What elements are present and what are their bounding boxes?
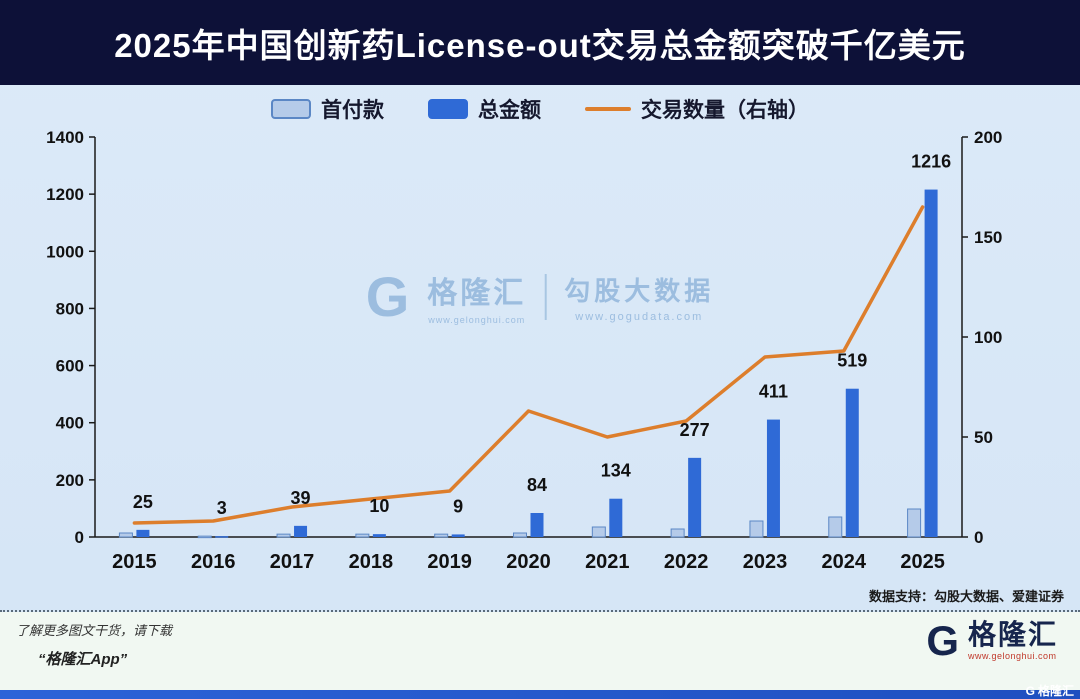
bar-total <box>688 457 702 537</box>
footer-app-name: “格隆汇App” <box>38 651 128 668</box>
bar-upfront <box>276 533 291 538</box>
page-title: 2025年中国创新药License-out交易总金额突破千亿美元 <box>114 26 966 64</box>
x-axis-year-label: 2018 <box>349 551 394 573</box>
title-bar: 2025年中国创新药License-out交易总金额突破千亿美元 <box>0 0 1080 85</box>
bar-value-label: 39 <box>291 488 311 508</box>
bottom-blue-strip <box>0 690 1080 699</box>
footer-brand-url: www.gelonghui.com <box>967 651 1057 661</box>
bar-value-label: 1216 <box>911 152 951 172</box>
chart-svg: 0 200 400 600 800 1000 1200 1400 0 50 100 150 200 25 3… <box>46 128 1002 573</box>
data-support-note: 数据支持：勾股大数据、爱建证券 <box>868 589 1064 604</box>
gelonghui-g-logo-icon: G <box>926 617 959 664</box>
bar-upfront <box>118 532 133 538</box>
bar-upfront <box>434 533 449 538</box>
watermark-right-title: 勾股大数据 <box>564 275 715 306</box>
upfront-swatch-icon <box>271 99 311 119</box>
left-tick-label: 1400 <box>46 128 84 147</box>
bar-total <box>845 388 859 537</box>
left-tick-label: 1000 <box>46 242 84 261</box>
footer-promo-line: 了解更多图文干货，请下载 <box>16 623 173 638</box>
legend-item-count: 交易数量（右轴） <box>585 94 809 124</box>
left-tick-label: 1200 <box>46 185 84 204</box>
watermark-brand: 格隆汇 <box>427 277 527 310</box>
x-axis-year-label: 2022 <box>664 551 709 573</box>
right-tick-label: 0 <box>974 528 983 547</box>
bar-value-label: 3 <box>217 498 227 518</box>
bar-total <box>766 419 780 537</box>
watermark: G 格隆汇 www.gelonghui.com 勾股大数据 www.goguda… <box>366 268 715 325</box>
corner-logo: G 格隆汇 <box>1026 682 1074 699</box>
x-axis-year-label: 2021 <box>585 551 630 573</box>
legend-label-upfront: 首付款 <box>321 99 384 122</box>
x-axis-year-label: 2017 <box>270 551 315 573</box>
legend-item-upfront: 首付款 <box>271 94 384 124</box>
count-line <box>132 205 925 525</box>
watermark-right-block: 勾股大数据 www.gogudata.com <box>564 271 714 323</box>
corner-g-logo-icon: G <box>1025 683 1035 698</box>
bar-total <box>136 529 150 537</box>
bar-upfront <box>591 526 606 538</box>
watermark-brand-url: www.gelonghui.com <box>428 315 526 325</box>
right-tick-label: 50 <box>974 428 993 447</box>
left-tick-label: 400 <box>56 414 84 433</box>
total-swatch-icon <box>428 99 468 119</box>
bar-upfront <box>513 532 527 538</box>
right-tick-label: 150 <box>974 228 1002 247</box>
watermark-brand-block: 格隆汇 www.gelonghui.com <box>427 268 526 325</box>
count-line-swatch-icon <box>585 107 631 111</box>
bar-upfront <box>907 508 922 538</box>
bar-value-label: 134 <box>601 461 631 481</box>
chart-legend: 首付款 总金额 交易数量（右轴） <box>0 94 1080 124</box>
x-axis-year-label: 2020 <box>506 551 551 573</box>
watermark-g-logo-icon: G <box>365 264 410 328</box>
bar-total <box>215 536 229 538</box>
x-axis-year-label: 2023 <box>743 551 788 573</box>
bar-upfront <box>355 533 370 538</box>
right-tick-label: 200 <box>974 128 1002 147</box>
bar-value-label: 411 <box>759 382 788 402</box>
watermark-divider <box>544 273 547 320</box>
bar-value-label: 25 <box>133 492 153 512</box>
corner-logo-brand: 格隆汇 <box>1037 684 1074 698</box>
x-axis-year-label: 2019 <box>427 551 472 573</box>
legend-item-total: 总金额 <box>428 94 541 124</box>
bar-total <box>294 525 308 537</box>
bar-value-label: 84 <box>527 475 547 495</box>
x-axis-year-label: 2015 <box>112 551 157 573</box>
bar-upfront <box>828 516 843 538</box>
watermark-right-url: www.gogudata.com <box>575 310 704 323</box>
bar-total <box>530 513 544 537</box>
x-axis-year-label: 2024 <box>822 551 867 573</box>
legend-label-total: 总金额 <box>478 99 541 122</box>
right-tick-label: 100 <box>974 328 1002 347</box>
footer-brand-name: 格隆汇 <box>967 619 1058 650</box>
x-axis-year-label: 2016 <box>191 551 236 573</box>
bar-value-label: 9 <box>453 496 463 516</box>
x-axis-year-label: 2025 <box>900 551 945 573</box>
left-tick-label: 200 <box>56 471 84 490</box>
footer: 了解更多图文干货，请下载 “格隆汇App” G 格隆汇 www.gelonghu… <box>0 612 1080 690</box>
bar-total <box>372 534 386 537</box>
bar-total <box>924 189 938 538</box>
bar-upfront <box>749 520 764 538</box>
bar-value-label: 10 <box>369 496 389 516</box>
dotted-divider <box>0 610 1080 612</box>
footer-brand-block: 格隆汇 www.gelonghui.com <box>967 619 1058 662</box>
bar-upfront <box>197 535 212 539</box>
legend-label-count: 交易数量（右轴） <box>641 99 809 122</box>
left-tick-label: 0 <box>75 528 84 547</box>
footer-brand-logo: G 格隆汇 www.gelonghui.com <box>926 620 1058 662</box>
left-tick-label: 800 <box>56 299 84 318</box>
bar-value-label: 519 <box>837 351 867 371</box>
bar-upfront <box>670 528 685 538</box>
bar-value-label: 277 <box>680 420 710 440</box>
bar-total <box>609 498 623 537</box>
left-tick-label: 600 <box>56 357 84 376</box>
bar-total <box>451 534 465 537</box>
